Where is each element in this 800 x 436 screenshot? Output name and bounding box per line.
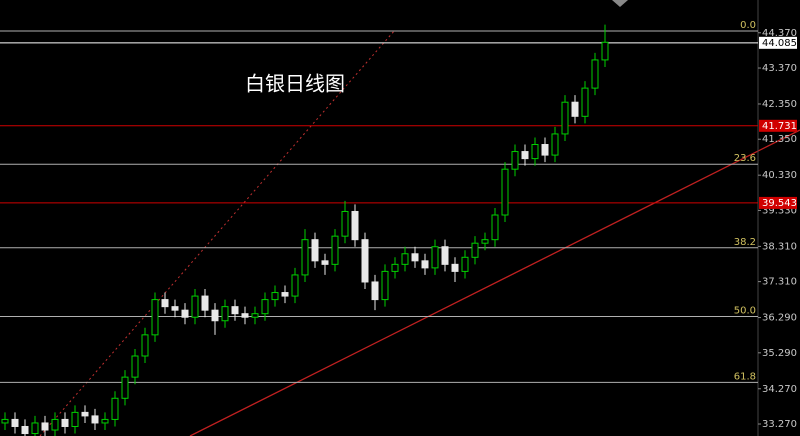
y-tick-label: 38.310 bbox=[762, 241, 797, 252]
candle-body bbox=[31, 422, 39, 435]
candle-body bbox=[111, 397, 119, 420]
candle-body bbox=[341, 210, 349, 237]
candle-body bbox=[461, 256, 469, 272]
candle-body bbox=[471, 242, 479, 258]
chart-title: 白银日线图 bbox=[245, 72, 345, 96]
candle-body bbox=[211, 309, 219, 322]
y-tick-label: 41.350 bbox=[762, 134, 797, 145]
candle-body bbox=[281, 292, 289, 297]
candle-body bbox=[301, 239, 309, 276]
fib-label: 23.6 bbox=[734, 153, 756, 164]
scroll-marker bbox=[612, 0, 628, 7]
y-tick-label: 42.350 bbox=[762, 99, 797, 110]
candle-body bbox=[201, 295, 209, 311]
fib-label: 38.2 bbox=[734, 237, 756, 248]
candle-body bbox=[361, 239, 369, 283]
candle-body bbox=[561, 101, 569, 135]
candle-body bbox=[251, 313, 259, 318]
y-tick-label: 36.290 bbox=[762, 313, 797, 324]
price-label: 44.085 bbox=[762, 38, 797, 49]
candle-body bbox=[51, 418, 59, 431]
candle-body bbox=[191, 295, 199, 318]
candle-body bbox=[151, 299, 159, 336]
candle-body bbox=[61, 418, 69, 427]
candle-body bbox=[231, 306, 239, 315]
candle-body bbox=[401, 253, 409, 265]
price-box bbox=[759, 119, 797, 132]
candle-body bbox=[601, 41, 609, 61]
y-tick-label: 40.330 bbox=[762, 170, 797, 181]
candle-body bbox=[161, 299, 169, 308]
fib-label: 0.0 bbox=[740, 20, 756, 31]
candle-body bbox=[331, 235, 339, 265]
candle-body bbox=[541, 144, 549, 156]
y-tick-label: 35.290 bbox=[762, 348, 797, 359]
candle-body bbox=[411, 253, 419, 262]
candle-body bbox=[431, 246, 439, 269]
candle-body bbox=[511, 151, 519, 170]
candle-body bbox=[121, 376, 129, 399]
fib-label: 50.0 bbox=[734, 306, 756, 317]
trend-line bbox=[189, 129, 800, 436]
candle-body bbox=[11, 418, 19, 427]
fib-label: 61.8 bbox=[734, 371, 756, 382]
candle-body bbox=[571, 101, 579, 117]
price-box bbox=[759, 36, 797, 49]
candle-body bbox=[381, 270, 389, 301]
candle-body bbox=[351, 210, 359, 241]
candle-body bbox=[41, 422, 49, 431]
candle-body bbox=[491, 214, 499, 241]
y-tick-label: 33.270 bbox=[762, 419, 797, 430]
candle-body bbox=[521, 151, 529, 160]
y-tick-label: 37.310 bbox=[762, 277, 797, 288]
price-box bbox=[759, 196, 797, 209]
candle-body bbox=[371, 281, 379, 301]
candle-body bbox=[271, 292, 279, 301]
candle-body bbox=[1, 418, 9, 424]
y-tick-label: 34.270 bbox=[762, 384, 797, 395]
candle-body bbox=[101, 418, 109, 424]
candle-body bbox=[421, 260, 429, 269]
candle-body bbox=[221, 306, 229, 322]
candle-body bbox=[321, 260, 329, 265]
candle-body bbox=[141, 334, 149, 357]
candle-body bbox=[81, 411, 89, 417]
candle-body bbox=[291, 274, 299, 297]
candle-body bbox=[181, 309, 189, 318]
candle-body bbox=[441, 246, 449, 265]
candle-body bbox=[21, 425, 29, 435]
candle-body bbox=[501, 168, 509, 216]
candle-body bbox=[311, 239, 319, 262]
candle-body bbox=[241, 313, 249, 318]
price-label: 41.731 bbox=[762, 121, 797, 132]
candle-body bbox=[551, 133, 559, 156]
candle-body bbox=[531, 144, 539, 160]
candle-body bbox=[71, 411, 79, 427]
candle-body bbox=[261, 299, 269, 315]
candle-body bbox=[131, 355, 139, 378]
y-tick-label: 43.370 bbox=[762, 63, 797, 74]
price-label: 39.543 bbox=[762, 198, 797, 209]
candle-body bbox=[591, 59, 599, 89]
candle-body bbox=[581, 87, 589, 117]
candle-body bbox=[451, 263, 459, 272]
candle-body bbox=[391, 263, 399, 272]
candle-body bbox=[481, 239, 489, 244]
candle-body bbox=[91, 415, 99, 424]
y-tick-label: 44.370 bbox=[762, 28, 797, 39]
y-tick-label: 39.330 bbox=[762, 205, 797, 216]
candle-body bbox=[171, 306, 179, 311]
